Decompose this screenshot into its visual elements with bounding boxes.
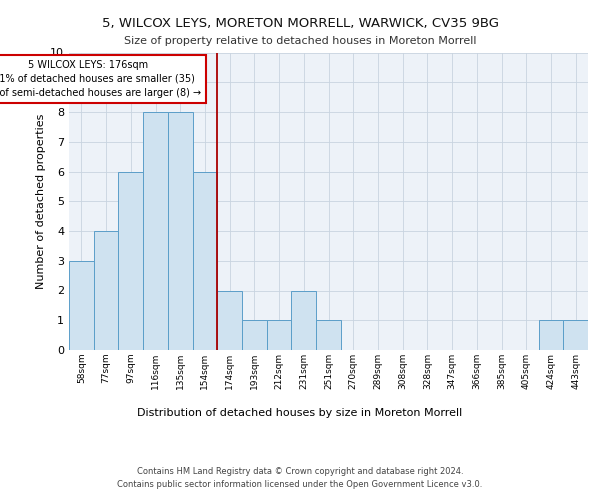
Bar [118, 172, 143, 350]
Bar [143, 112, 168, 350]
Bar [539, 320, 563, 350]
Text: 5, WILCOX LEYS, MORETON MORRELL, WARWICK, CV35 9BG: 5, WILCOX LEYS, MORETON MORRELL, WARWICK… [101, 18, 499, 30]
Bar [217, 290, 242, 350]
Text: 5 WILCOX LEYS: 176sqm
← 81% of detached houses are smaller (35)
19% of semi-deta: 5 WILCOX LEYS: 176sqm ← 81% of detached … [0, 60, 202, 98]
Bar [168, 112, 193, 350]
Bar [292, 290, 316, 350]
Bar [69, 261, 94, 350]
Y-axis label: Number of detached properties: Number of detached properties [36, 114, 46, 289]
Text: Size of property relative to detached houses in Moreton Morrell: Size of property relative to detached ho… [124, 36, 476, 46]
Bar [316, 320, 341, 350]
Text: Distribution of detached houses by size in Moreton Morrell: Distribution of detached houses by size … [137, 408, 463, 418]
Bar [94, 231, 118, 350]
Text: Contains HM Land Registry data © Crown copyright and database right 2024.
Contai: Contains HM Land Registry data © Crown c… [118, 468, 482, 489]
Bar [193, 172, 217, 350]
Bar [563, 320, 588, 350]
Bar [242, 320, 267, 350]
Bar [267, 320, 292, 350]
